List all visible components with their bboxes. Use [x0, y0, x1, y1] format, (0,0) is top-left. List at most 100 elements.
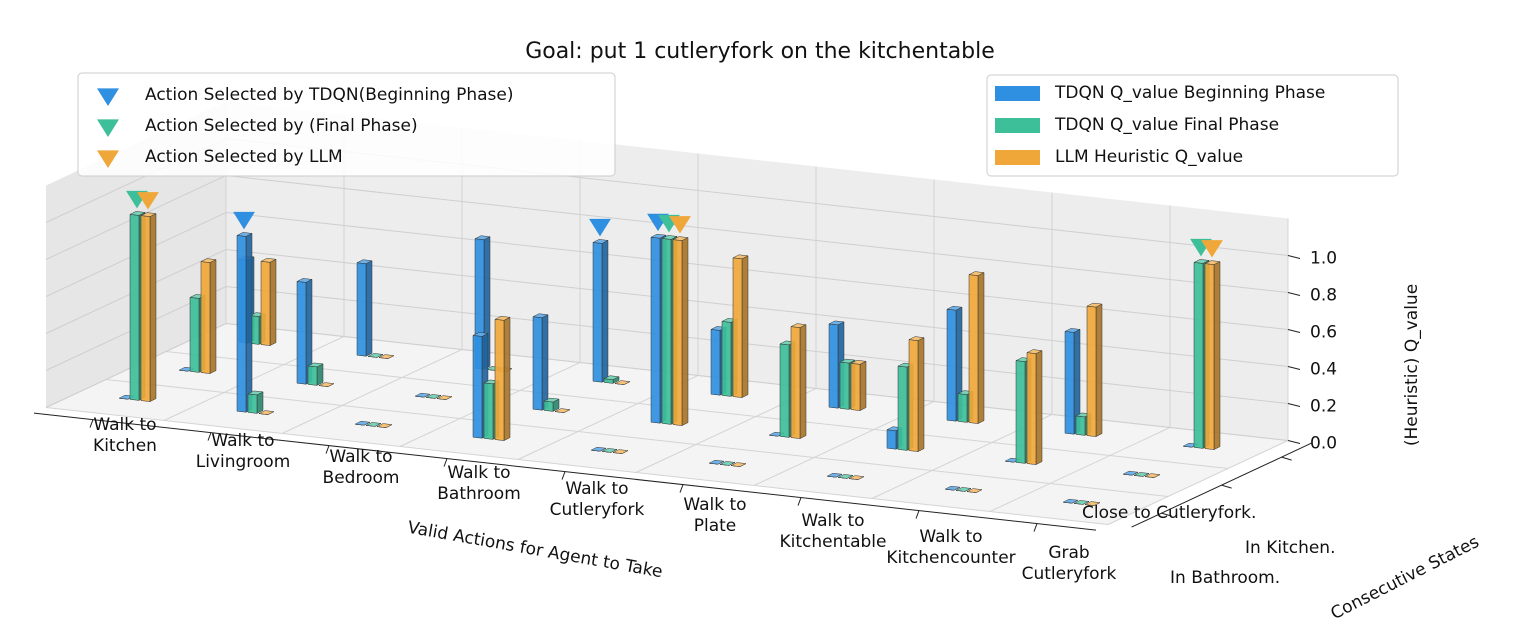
bar-top [129, 211, 146, 216]
bar-top [848, 475, 865, 480]
bar-front [129, 214, 140, 401]
bar-front [247, 393, 258, 414]
x-tick [915, 510, 920, 519]
bar-front [1064, 331, 1075, 435]
bar-side [799, 324, 807, 440]
bar [365, 422, 382, 427]
label-line: Livingroom [196, 452, 291, 472]
floor-grid [163, 336, 345, 421]
x-tick [443, 458, 448, 467]
y-tick [1221, 484, 1232, 489]
bar-front [296, 281, 307, 385]
label-line: Walk to [329, 447, 392, 467]
y-tick-label: In Bathroom. [1170, 568, 1280, 588]
z-tick-label: 0.6 [1310, 323, 1337, 343]
bar-front [1086, 305, 1097, 437]
z-tick-label: 0.2 [1310, 397, 1337, 417]
bar-front [839, 361, 850, 410]
z-tick-label: 0.8 [1310, 286, 1337, 306]
y-tick [1281, 456, 1292, 461]
bar-top [376, 423, 393, 428]
bar-top [612, 449, 629, 454]
bar-side [149, 213, 157, 403]
bar [601, 448, 618, 453]
bar [850, 360, 867, 412]
bar [612, 449, 629, 454]
legend-marker [97, 88, 119, 106]
x-tick-label: Walk to Cutleryfork [550, 479, 645, 520]
bar-front [886, 429, 897, 450]
bar-top [436, 395, 453, 400]
label-line: Walk to [801, 511, 864, 531]
x-tick-label: Walk to Plate [683, 495, 746, 536]
bar-side [741, 255, 749, 399]
bar-front [356, 262, 367, 357]
bar-top [318, 382, 335, 387]
bar-top [837, 474, 854, 479]
bar-top [356, 259, 373, 264]
z-tick [1287, 403, 1301, 407]
z-tick-label: 0.4 [1310, 360, 1337, 380]
bar [908, 336, 925, 453]
bar-front [1026, 352, 1037, 465]
bar-front [494, 319, 505, 441]
bar-side [245, 232, 253, 413]
bar-top [532, 313, 549, 318]
bar-front [661, 238, 672, 425]
bar-side [209, 259, 217, 375]
bar [1084, 501, 1101, 506]
bar-top [966, 488, 983, 493]
legend-swatch [995, 150, 1040, 165]
bar-top [247, 390, 264, 396]
bar-top [258, 410, 275, 415]
bar-top [590, 446, 607, 452]
bar [968, 271, 985, 425]
bar [848, 475, 865, 480]
bar [494, 316, 511, 442]
bar [414, 392, 431, 398]
label-line: Bedroom [323, 468, 400, 488]
legend-swatch [995, 86, 1040, 101]
label-line: Plate [694, 516, 737, 536]
bar-top [790, 323, 807, 328]
bar [425, 394, 442, 399]
bar [966, 488, 983, 493]
legend-marker [97, 150, 119, 168]
bar-top [672, 236, 689, 241]
bar-top [1204, 260, 1221, 265]
legend-right [986, 74, 1399, 177]
bar-front [260, 261, 271, 346]
bar-side [1213, 261, 1221, 451]
bar-top [414, 392, 431, 398]
bar-side [917, 337, 925, 453]
bar-front [189, 297, 200, 373]
label-line: Kitchencounter [886, 548, 1015, 568]
bar-top [472, 332, 489, 337]
bar [1086, 302, 1103, 438]
bar-side [503, 316, 511, 442]
x-tick [207, 432, 212, 441]
bar-top [1073, 500, 1090, 505]
bar-top [296, 278, 313, 283]
bar-front [1193, 262, 1204, 449]
legend-marker [97, 119, 119, 137]
bar-top [732, 254, 749, 260]
x-tick-label: Grab Cutleryfork [1022, 543, 1117, 584]
label-line: Cutleryfork [550, 500, 645, 520]
bar-top [944, 485, 961, 491]
bar-front [532, 316, 543, 411]
bar [826, 472, 843, 478]
floor-grid [105, 379, 1169, 497]
bar-top [1084, 501, 1101, 506]
bar [378, 354, 395, 359]
bar [1133, 472, 1150, 477]
bar-side [541, 314, 549, 411]
bar [672, 236, 689, 427]
bar [719, 461, 736, 466]
x-tick [89, 419, 94, 428]
grid-line [45, 211, 1289, 330]
label-line: Walk to [211, 431, 274, 451]
y-tick [1161, 512, 1172, 517]
y-axis-title: Consecutive States [1328, 532, 1483, 624]
bar-top [1062, 498, 1079, 504]
